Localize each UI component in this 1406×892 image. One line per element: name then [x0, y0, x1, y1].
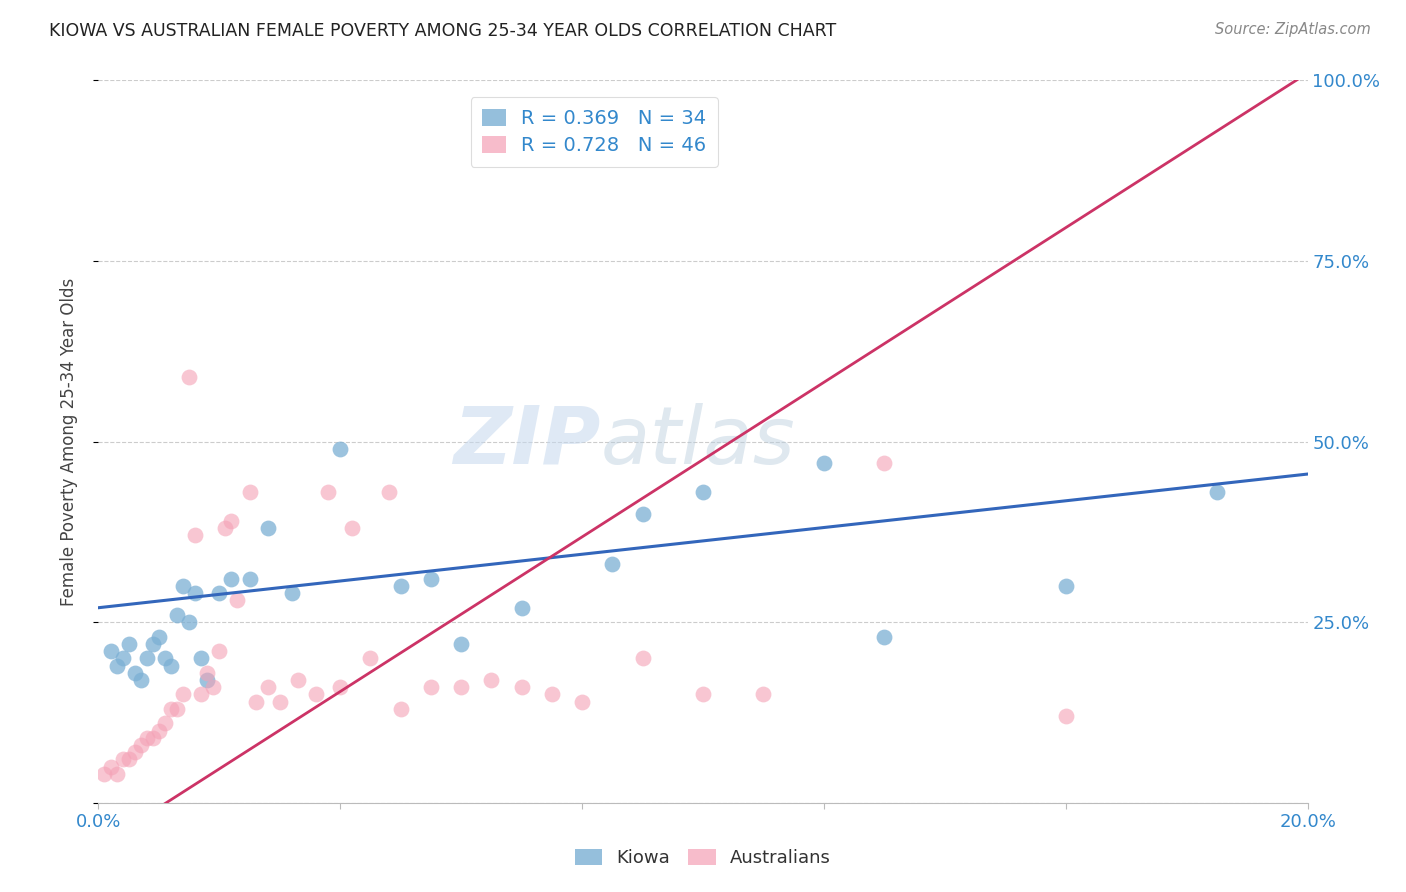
Point [481, 673, 503, 687]
Point [631, 651, 654, 665]
Point [190, 651, 212, 665]
Point [389, 579, 412, 593]
Point [510, 680, 533, 694]
Point [221, 572, 243, 586]
Point [153, 651, 176, 665]
Point [420, 680, 443, 694]
Point [129, 673, 152, 687]
Point [172, 687, 194, 701]
Text: atlas: atlas [600, 402, 794, 481]
Point [813, 456, 835, 470]
Point [226, 593, 249, 607]
Point [160, 702, 183, 716]
Point [179, 369, 201, 384]
Point [316, 485, 339, 500]
Point [692, 687, 714, 701]
Point [153, 716, 176, 731]
Point [148, 630, 170, 644]
Point [269, 695, 291, 709]
Point [602, 558, 624, 572]
Point [135, 731, 157, 745]
Point [239, 572, 262, 586]
Point [135, 651, 157, 665]
Point [148, 723, 170, 738]
Point [160, 658, 183, 673]
Point [420, 572, 443, 586]
Text: KIOWA VS AUSTRALIAN FEMALE POVERTY AMONG 25-34 YEAR OLDS CORRELATION CHART: KIOWA VS AUSTRALIAN FEMALE POVERTY AMONG… [49, 22, 837, 40]
Point [142, 637, 165, 651]
Text: ZIP: ZIP [453, 402, 600, 481]
Point [450, 680, 472, 694]
Point [692, 485, 714, 500]
Point [389, 702, 412, 716]
Point [195, 665, 218, 680]
Point [256, 521, 278, 535]
Point [1206, 485, 1229, 500]
Point [184, 528, 207, 542]
Point [214, 521, 236, 535]
Point [360, 651, 382, 665]
Point [873, 630, 896, 644]
Point [752, 687, 775, 701]
Point [111, 651, 134, 665]
Legend: Kiowa, Australians: Kiowa, Australians [568, 841, 838, 874]
Point [111, 752, 134, 766]
Point [256, 680, 278, 694]
Point [287, 673, 309, 687]
Point [571, 695, 593, 709]
Point [100, 644, 122, 658]
Point [873, 456, 896, 470]
Point [129, 738, 152, 752]
Point [202, 680, 225, 694]
Point [631, 507, 654, 521]
Point [105, 767, 128, 781]
Text: Source: ZipAtlas.com: Source: ZipAtlas.com [1215, 22, 1371, 37]
Y-axis label: Female Poverty Among 25-34 Year Olds: Female Poverty Among 25-34 Year Olds [59, 277, 77, 606]
Point [124, 745, 146, 759]
Point [305, 687, 328, 701]
Point [208, 586, 231, 600]
Point [1054, 579, 1077, 593]
Point [377, 485, 399, 500]
Point [342, 521, 364, 535]
Point [510, 600, 533, 615]
Point [118, 637, 141, 651]
Point [179, 615, 201, 630]
Point [540, 687, 562, 701]
Point [124, 665, 146, 680]
Point [100, 760, 122, 774]
Point [93, 767, 115, 781]
Legend: R = 0.369   N = 34, R = 0.728   N = 46: R = 0.369 N = 34, R = 0.728 N = 46 [471, 97, 718, 167]
Point [172, 579, 194, 593]
Point [1054, 709, 1077, 723]
Point [166, 607, 188, 622]
Point [239, 485, 262, 500]
Point [166, 702, 188, 716]
Point [184, 586, 207, 600]
Point [329, 680, 352, 694]
Point [450, 637, 472, 651]
Point [105, 658, 128, 673]
Point [142, 731, 165, 745]
Point [195, 673, 218, 687]
Point [281, 586, 304, 600]
Point [329, 442, 352, 456]
Point [245, 695, 267, 709]
Point [118, 752, 141, 766]
Point [190, 687, 212, 701]
Point [208, 644, 231, 658]
Point [221, 514, 243, 528]
